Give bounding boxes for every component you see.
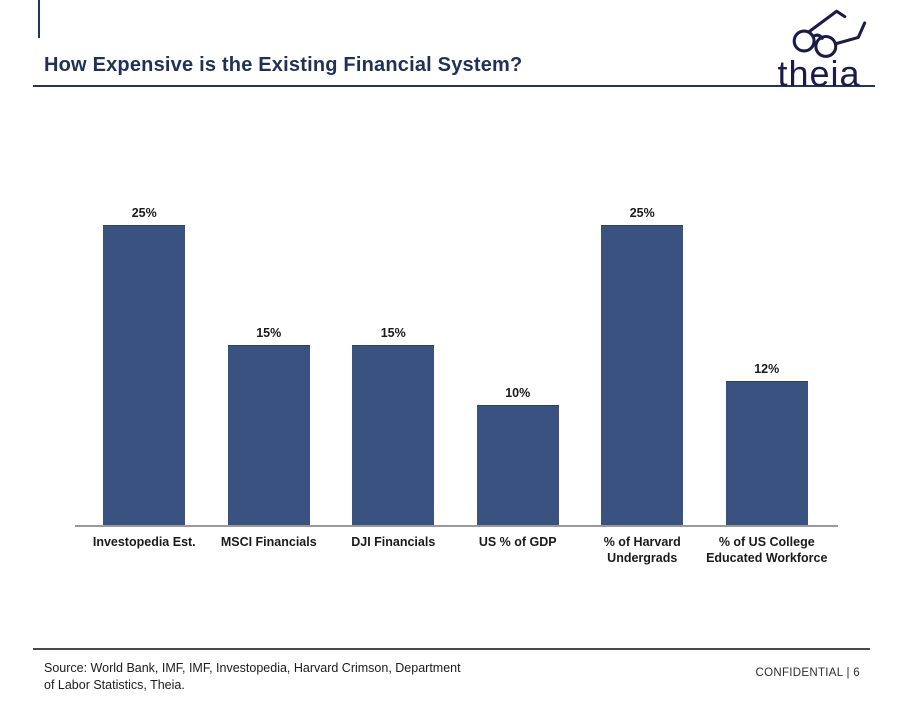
source-note: Source: World Bank, IMF, IMF, Investoped… <box>44 661 461 692</box>
logo-wordmark: theia <box>777 53 861 94</box>
category-label: % of US College Educated Workforce <box>706 535 828 566</box>
bar-value-label: 25% <box>629 206 655 220</box>
bar <box>103 225 186 525</box>
bar <box>725 381 808 525</box>
bar-column: 12% <box>705 195 830 525</box>
bar <box>227 345 310 525</box>
bar <box>352 345 435 525</box>
category-label: US % of GDP <box>478 535 557 549</box>
top-left-accent-line <box>38 0 40 38</box>
bar-value-label: 12% <box>754 362 780 376</box>
glasses-icon <box>768 4 870 60</box>
category-label: % of Harvard Undergrads <box>603 535 681 566</box>
confidential-page-number: CONFIDENTIAL | 6 <box>755 667 860 679</box>
bar-value-label: 10% <box>505 386 531 400</box>
category-labels: Investopedia Est. MSCI Financials DJI Fina… <box>82 527 829 567</box>
x-axis-line <box>75 525 838 527</box>
title-underline <box>33 85 875 87</box>
bar-column: 15% <box>207 195 332 525</box>
bar <box>601 225 684 525</box>
bar-column: 25% <box>82 195 207 525</box>
bar-column: 25% <box>580 195 705 525</box>
bar <box>476 405 559 525</box>
bar-column: 15% <box>331 195 456 525</box>
bar-chart: 25% 15% 15% 10% 25% 12% Investopedia Est. MSCI… <box>75 195 838 567</box>
category-label: MSCI Financials <box>220 535 317 549</box>
theia-logo: theia <box>764 4 874 94</box>
category-label: Investopedia Est. <box>92 535 196 549</box>
bar-value-label: 25% <box>131 206 157 220</box>
bar-column: 10% <box>456 195 581 525</box>
bar-value-label: 15% <box>380 326 406 340</box>
footer-divider <box>33 648 870 650</box>
bar-columns: 25% 15% 15% 10% 25% 12% <box>82 195 829 525</box>
category-label: DJI Financials <box>351 535 436 549</box>
bar-value-label: 15% <box>256 326 282 340</box>
page-title: How Expensive is the Existing Financial … <box>44 54 523 76</box>
